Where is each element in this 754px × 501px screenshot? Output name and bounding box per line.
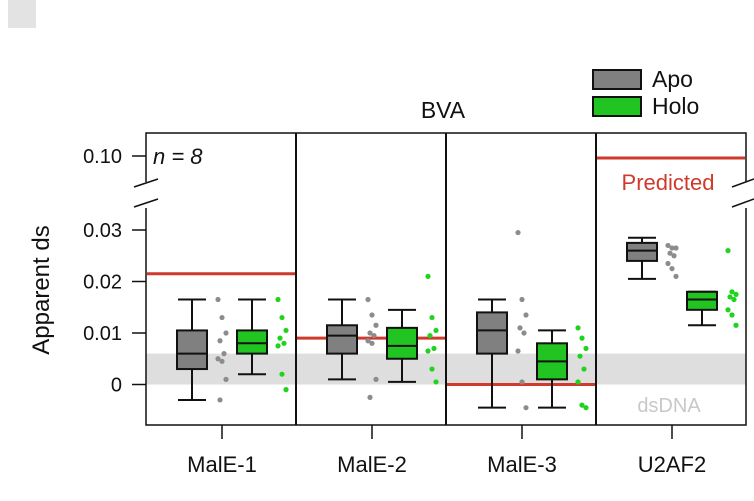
data-point [583, 405, 589, 411]
predicted-label: Predicted [622, 170, 715, 195]
data-point [673, 273, 679, 279]
box [326, 324, 358, 355]
data-point [671, 253, 677, 259]
box [176, 329, 208, 371]
data-point [523, 405, 529, 411]
data-point [669, 245, 675, 251]
x-tick-label: MalE-3 [487, 452, 557, 477]
data-point [429, 314, 435, 321]
data-point [373, 376, 379, 382]
corner-marker [8, 0, 36, 28]
legend-label-apo: Apo [652, 66, 693, 92]
axis-break-gap [734, 182, 748, 208]
data-point [281, 340, 287, 346]
data-point [429, 366, 435, 372]
data-point [579, 402, 585, 408]
axis-break-mark [133, 178, 159, 188]
y-tick-label: 0 [111, 375, 122, 397]
data-point [731, 296, 737, 303]
data-point [425, 348, 431, 354]
n-annotation: n = 8 [153, 144, 203, 169]
data-point [725, 307, 731, 313]
data-point [581, 366, 587, 372]
data-point [665, 242, 671, 249]
data-point [433, 327, 439, 334]
box [626, 241, 658, 262]
data-point [517, 325, 523, 331]
box [386, 326, 418, 360]
data-point [583, 345, 589, 352]
data-point [431, 345, 437, 352]
data-point [367, 394, 373, 400]
data-point [217, 338, 223, 344]
data-point [729, 289, 735, 295]
data-point [733, 322, 739, 328]
data-point [369, 340, 375, 346]
data-point [577, 353, 583, 359]
box [686, 290, 718, 311]
data-point [669, 266, 675, 272]
data-point [283, 327, 289, 334]
data-point [219, 314, 225, 321]
legend-label-holo: Holo [652, 93, 699, 119]
data-point [365, 338, 371, 344]
y-tick-label: 0.10 [83, 146, 122, 168]
data-point [219, 358, 225, 364]
data-point [575, 379, 581, 385]
data-point [223, 376, 229, 382]
data-point [277, 335, 283, 341]
data-point [275, 343, 281, 349]
legend-swatch-holo [592, 96, 642, 117]
data-point [729, 312, 735, 318]
y-tick-label: 0.02 [83, 272, 122, 294]
data-point [521, 330, 527, 336]
data-point [279, 314, 285, 321]
data-point [433, 379, 439, 385]
data-point [373, 322, 379, 328]
data-point [427, 332, 433, 339]
axis-break-mark [731, 198, 754, 208]
data-point [673, 245, 679, 251]
data-point [523, 312, 529, 318]
data-point [519, 296, 525, 303]
data-point [667, 250, 673, 256]
data-point [279, 371, 285, 377]
box [476, 311, 508, 355]
data-point [283, 387, 289, 393]
data-point [515, 229, 521, 236]
data-point [733, 291, 739, 297]
x-tick-label: MalE-2 [337, 452, 407, 477]
data-point [365, 296, 371, 303]
legend-swatch-apo [592, 69, 642, 90]
data-point [217, 397, 223, 403]
data-point [519, 379, 525, 385]
data-point [725, 248, 731, 254]
data-point [215, 296, 221, 303]
data-point [665, 260, 671, 267]
chart-title: BVA [421, 97, 466, 123]
x-tick-label: U2AF2 [638, 452, 706, 477]
dsdna-label: dsDNA [637, 395, 701, 417]
data-point [575, 325, 581, 331]
data-point [215, 356, 221, 362]
x-tick-label: MalE-1 [187, 452, 257, 477]
box [236, 329, 268, 355]
data-point [579, 335, 585, 341]
data-point [367, 330, 373, 336]
data-point [275, 296, 281, 303]
legend: Apo Holo [592, 66, 699, 119]
data-point [727, 294, 733, 300]
data-point [221, 351, 227, 357]
y-tick-label: 0.03 [83, 220, 122, 242]
data-point [515, 348, 521, 354]
data-point [369, 312, 375, 318]
axis-break-mark [133, 198, 159, 208]
data-point [371, 332, 377, 339]
y-tick-label: 0.01 [83, 323, 122, 345]
y-axis-label: Apparent ds [28, 225, 55, 354]
data-point [223, 330, 229, 336]
data-point [425, 273, 431, 279]
axis-break-mark [731, 178, 754, 188]
